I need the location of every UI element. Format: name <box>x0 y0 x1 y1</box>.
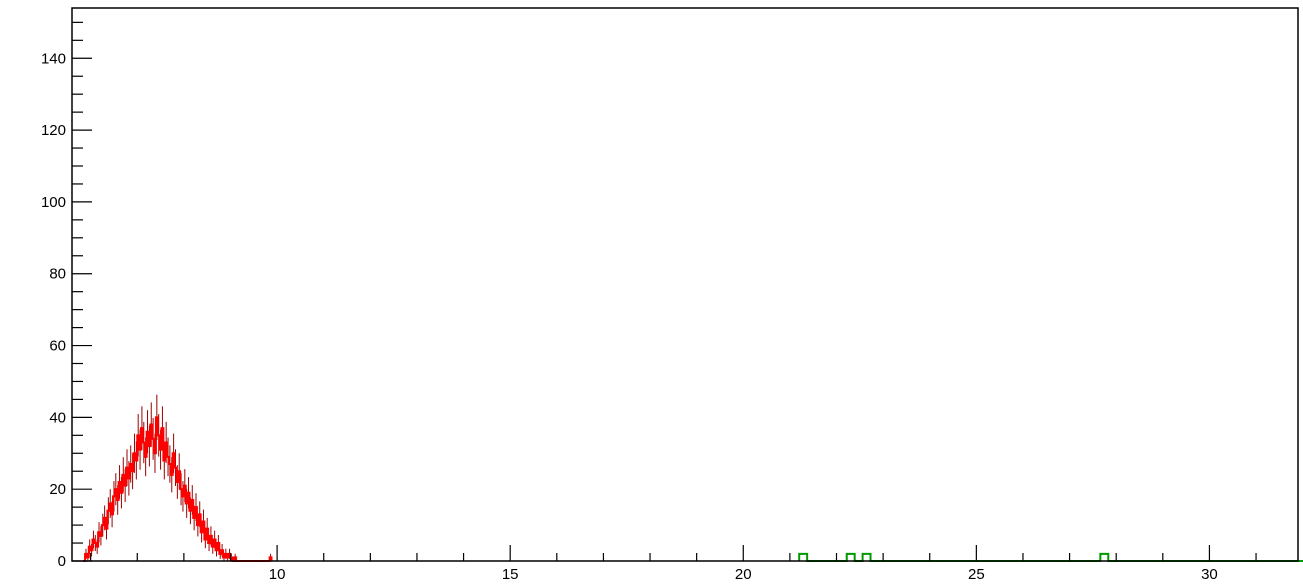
y-tick-label: 100 <box>41 194 66 211</box>
series-1 <box>798 552 1303 562</box>
histogram-line <box>798 552 1303 562</box>
y-tick-label: 20 <box>49 481 66 498</box>
x-tick-label: 20 <box>735 566 752 583</box>
x-tick-label: 30 <box>1201 566 1218 583</box>
histogram-line <box>83 416 273 562</box>
y-tick-label: 0 <box>58 553 66 570</box>
y-tick-label: 80 <box>49 266 66 283</box>
y-tick-label: 40 <box>49 409 66 426</box>
series-0 <box>83 394 273 562</box>
y-tick-label: 120 <box>41 122 66 139</box>
y-tick-label: 140 <box>41 50 66 67</box>
plot-frame <box>71 7 1299 562</box>
x-tick-label: 15 <box>502 566 519 583</box>
x-tick-label: 10 <box>269 566 286 583</box>
x-tick-label: 25 <box>968 566 985 583</box>
y-tick-label: 60 <box>49 338 66 355</box>
